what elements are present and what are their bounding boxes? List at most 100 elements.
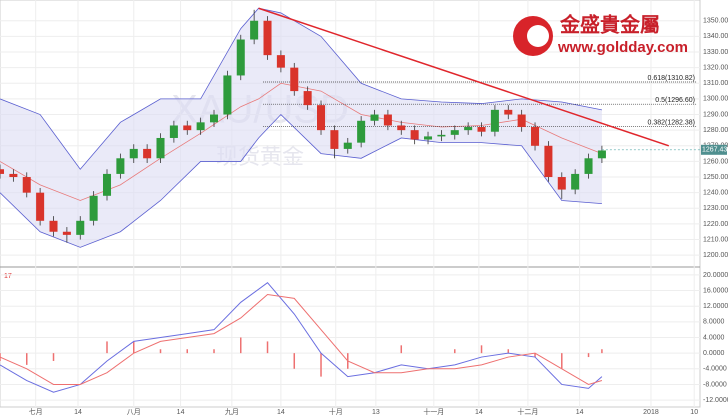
last-price-box [701, 144, 727, 155]
y-tick-label: -12.0000 [703, 397, 728, 404]
candle-body [102, 173, 112, 196]
y-tick-label: 1330.00 [703, 49, 728, 56]
candle-body [450, 130, 459, 135]
y-tick-label: 1260.00 [703, 158, 728, 165]
candle-body [557, 177, 566, 190]
y-tick-label: 1320.00 [703, 64, 728, 71]
candle-body [76, 220, 85, 235]
x-tick-label: 八月 [127, 408, 141, 416]
y-tick-label: 16.0000 [703, 287, 728, 294]
candle-body [597, 150, 606, 159]
band-line [0, 113, 602, 248]
candle-body [250, 20, 259, 40]
macd-line [0, 293, 603, 385]
x-tick-label: 14 [277, 409, 285, 416]
candle-body [290, 67, 299, 92]
candle-body [504, 109, 513, 115]
x-tick-label: 14 [74, 409, 82, 416]
x-tick-label: 14 [177, 409, 185, 416]
macd-line [0, 282, 603, 393]
y-tick-label: 1250.00 [703, 174, 728, 181]
candle-body [156, 137, 165, 159]
y-tick-label: 1200.00 [703, 252, 728, 259]
y-tick-label: -8.0000 [703, 381, 727, 388]
x-tick-label: 十月 [329, 407, 343, 416]
candle-body [357, 120, 366, 143]
y-tick-label: 1340.00 [703, 33, 728, 40]
trendline [258, 7, 670, 147]
candle-body [183, 125, 192, 131]
candle-body [116, 158, 125, 174]
x-tick-label: 13 [372, 409, 380, 416]
candle-body [9, 173, 18, 178]
x-tick-label: 10 [690, 409, 698, 416]
candle-body [236, 39, 245, 76]
y-tick-label: 1350.00 [703, 18, 728, 25]
logo-url: www.goldday.com [557, 39, 688, 56]
candle-body [464, 127, 473, 131]
candle-body [263, 20, 272, 56]
last-price-label: 1267.43 [702, 147, 727, 154]
x-tick-label: 14 [475, 409, 483, 416]
candle-body [169, 125, 178, 138]
candle-body [517, 114, 526, 128]
band-area [0, 8, 602, 248]
candle-body [490, 109, 499, 132]
candle-body [477, 127, 486, 132]
y-tick-label: 1280.00 [703, 127, 728, 134]
y-tick-label: 12.0000 [703, 303, 728, 310]
candle-body [22, 177, 31, 193]
y-tick-label: 1210.00 [703, 236, 728, 243]
y-tick-label: 1310.00 [703, 80, 728, 87]
fib-label: 0.618(1310.82) [648, 75, 695, 82]
y-tick-label: 1220.00 [703, 221, 728, 228]
y-tick-label: 1290.00 [703, 111, 728, 118]
candle-body [143, 148, 152, 159]
candle-body [0, 169, 5, 174]
y-tick-label: 1240.00 [703, 190, 728, 197]
candle-body [196, 122, 205, 131]
candle-body [36, 192, 45, 221]
candle-body [370, 114, 379, 121]
candle-body [210, 114, 219, 123]
candle-body [303, 91, 312, 106]
y-tick-label: 0.0000 [703, 350, 725, 357]
candle-body [584, 158, 593, 174]
candle-body [89, 195, 98, 221]
candle-body [437, 134, 446, 137]
candle-body [330, 130, 339, 149]
y-tick-label: 1230.00 [703, 205, 728, 212]
candle-body [571, 173, 580, 190]
candle-body [62, 231, 71, 235]
candle-body [531, 127, 540, 146]
fib-label: 0.382(1282.38) [648, 119, 695, 126]
x-tick-label: 九月 [225, 407, 239, 416]
logo-icon [527, 25, 549, 47]
logo: 金盛貴金屬 www.goldday.com [513, 12, 688, 56]
x-tick-label: 十二月 [517, 407, 538, 416]
x-tick-label: 2018 [643, 409, 659, 416]
candle-body [397, 125, 406, 131]
x-tick-label: 十一月 [423, 407, 444, 416]
candle-body [276, 55, 285, 68]
y-tick-label: 8.0000 [703, 319, 725, 326]
candle-body [544, 145, 553, 178]
candle-body [383, 114, 392, 126]
candle-body [317, 105, 326, 131]
candle-body [223, 75, 232, 115]
candle-body [410, 130, 419, 140]
logo-name: 金盛貴金屬 [559, 12, 660, 36]
fib-label: 0.5(1296.60) [655, 97, 695, 104]
candle-body [424, 136, 433, 140]
candle-body [129, 148, 138, 159]
x-tick-label: 14 [576, 409, 584, 416]
band-line [0, 7, 602, 170]
candle-body [49, 220, 58, 232]
candle-body [343, 142, 352, 149]
indicator-label: 17 [4, 273, 12, 280]
y-tick-label: 4.0000 [703, 334, 725, 341]
y-tick-label: 1300.00 [703, 96, 728, 103]
x-tick-label: 七月 [29, 407, 43, 416]
